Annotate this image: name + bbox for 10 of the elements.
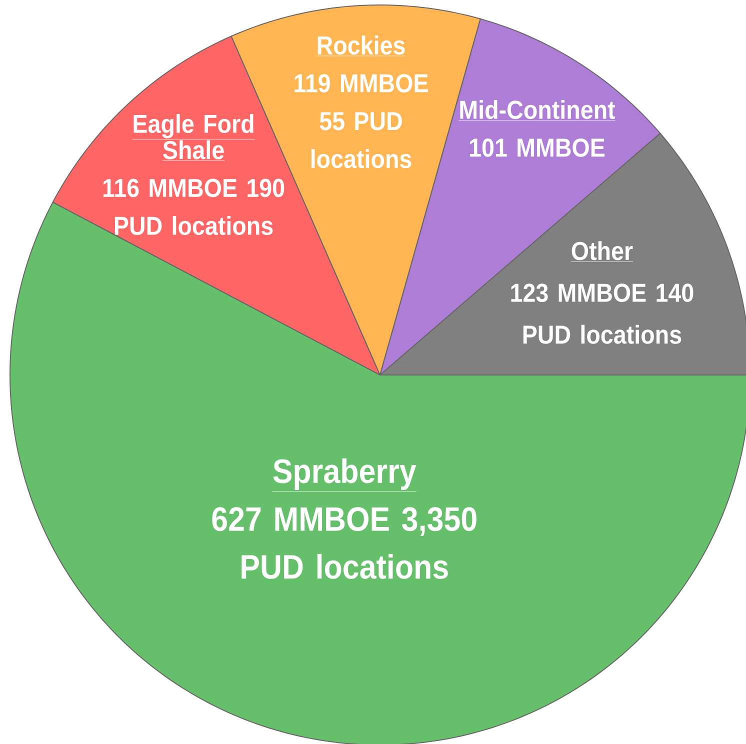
slice-label: Other bbox=[572, 241, 633, 260]
data-label: 119 MMBOE 55 PUD locations bbox=[294, 74, 428, 168]
data-label: 627 MMBOE 3,350 PUD locations bbox=[212, 507, 476, 579]
data-label: 116 MMBOE 190 PUD locations bbox=[103, 178, 284, 236]
slice-label: Spraberry bbox=[273, 458, 416, 490]
slice-label: Eagle Ford Shale bbox=[134, 114, 254, 160]
data-label: 123 MMBOE 140 PUD locations bbox=[511, 284, 694, 344]
slice-label: Mid-Continent bbox=[460, 100, 616, 120]
data-label: 101 MMBOE bbox=[470, 138, 605, 157]
slice-label: Rockies bbox=[318, 36, 405, 55]
